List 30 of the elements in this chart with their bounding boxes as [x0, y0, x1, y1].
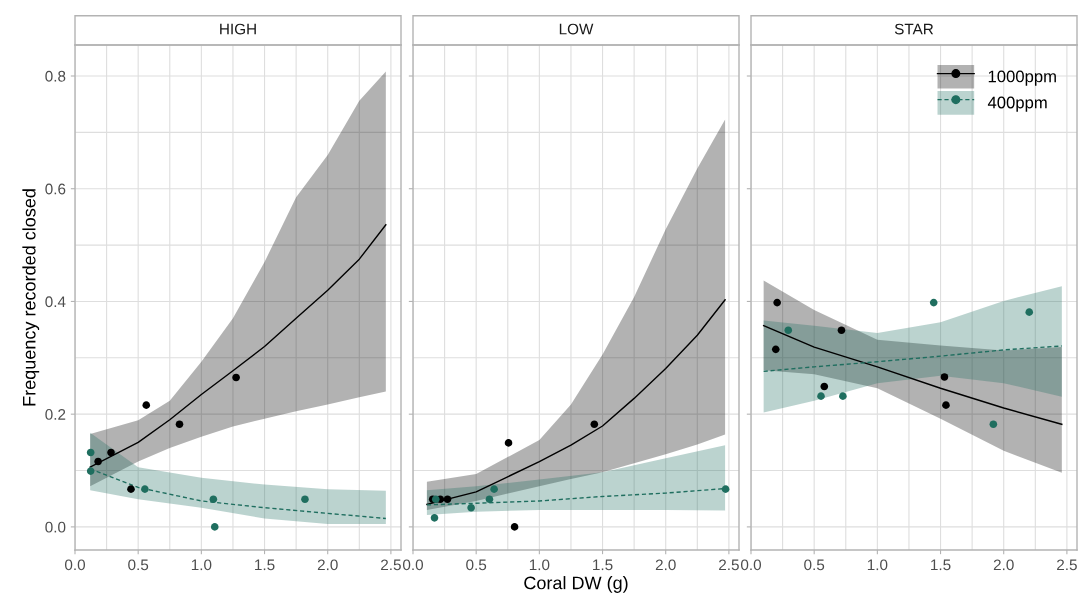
y-axis-title: Frequency recorded closed: [22, 189, 40, 406]
x-tick-label: 2.0: [317, 559, 338, 571]
x-tick-label: 0.5: [804, 559, 825, 571]
x-tick-label: 2.5: [1057, 559, 1077, 571]
y-tick-label: 0.0: [45, 521, 66, 533]
x-tick-label: 0.0: [402, 559, 424, 571]
x-tick-label: 2.5: [719, 559, 739, 571]
x-tick-label: 2.5: [381, 559, 401, 571]
x-tick-label: 1.0: [191, 559, 212, 571]
chart-title: STAR: [894, 23, 934, 35]
x-tick-label: 1.5: [593, 559, 613, 571]
x-tick-label: 1.5: [255, 559, 275, 571]
chart-title: HIGH: [220, 23, 256, 35]
x-axis-title: Coral DW (g): [524, 576, 628, 593]
x-tick-label: 0.5: [128, 559, 149, 571]
x-tick-label: 0.0: [64, 559, 86, 571]
x-tick-label: 2.0: [993, 559, 1014, 571]
legend-label: 400ppm: [987, 96, 1047, 112]
y-tick-label: 0.2: [45, 409, 66, 420]
y-tick-label: 0.6: [45, 183, 66, 195]
y-tick-label: 0.4: [45, 296, 66, 308]
x-tick-label: 1.0: [867, 559, 888, 571]
y-tick-label: 0.8: [45, 70, 66, 82]
x-tick-label: 0.5: [466, 559, 487, 571]
chart-title: LOW: [559, 23, 594, 35]
legend-label: 1000ppm: [988, 70, 1056, 86]
x-tick-label: 1.5: [931, 559, 951, 571]
x-tick-label: 2.0: [655, 559, 676, 571]
x-tick-label: 1.0: [529, 559, 550, 571]
x-tick-label: 0.0: [740, 559, 762, 571]
